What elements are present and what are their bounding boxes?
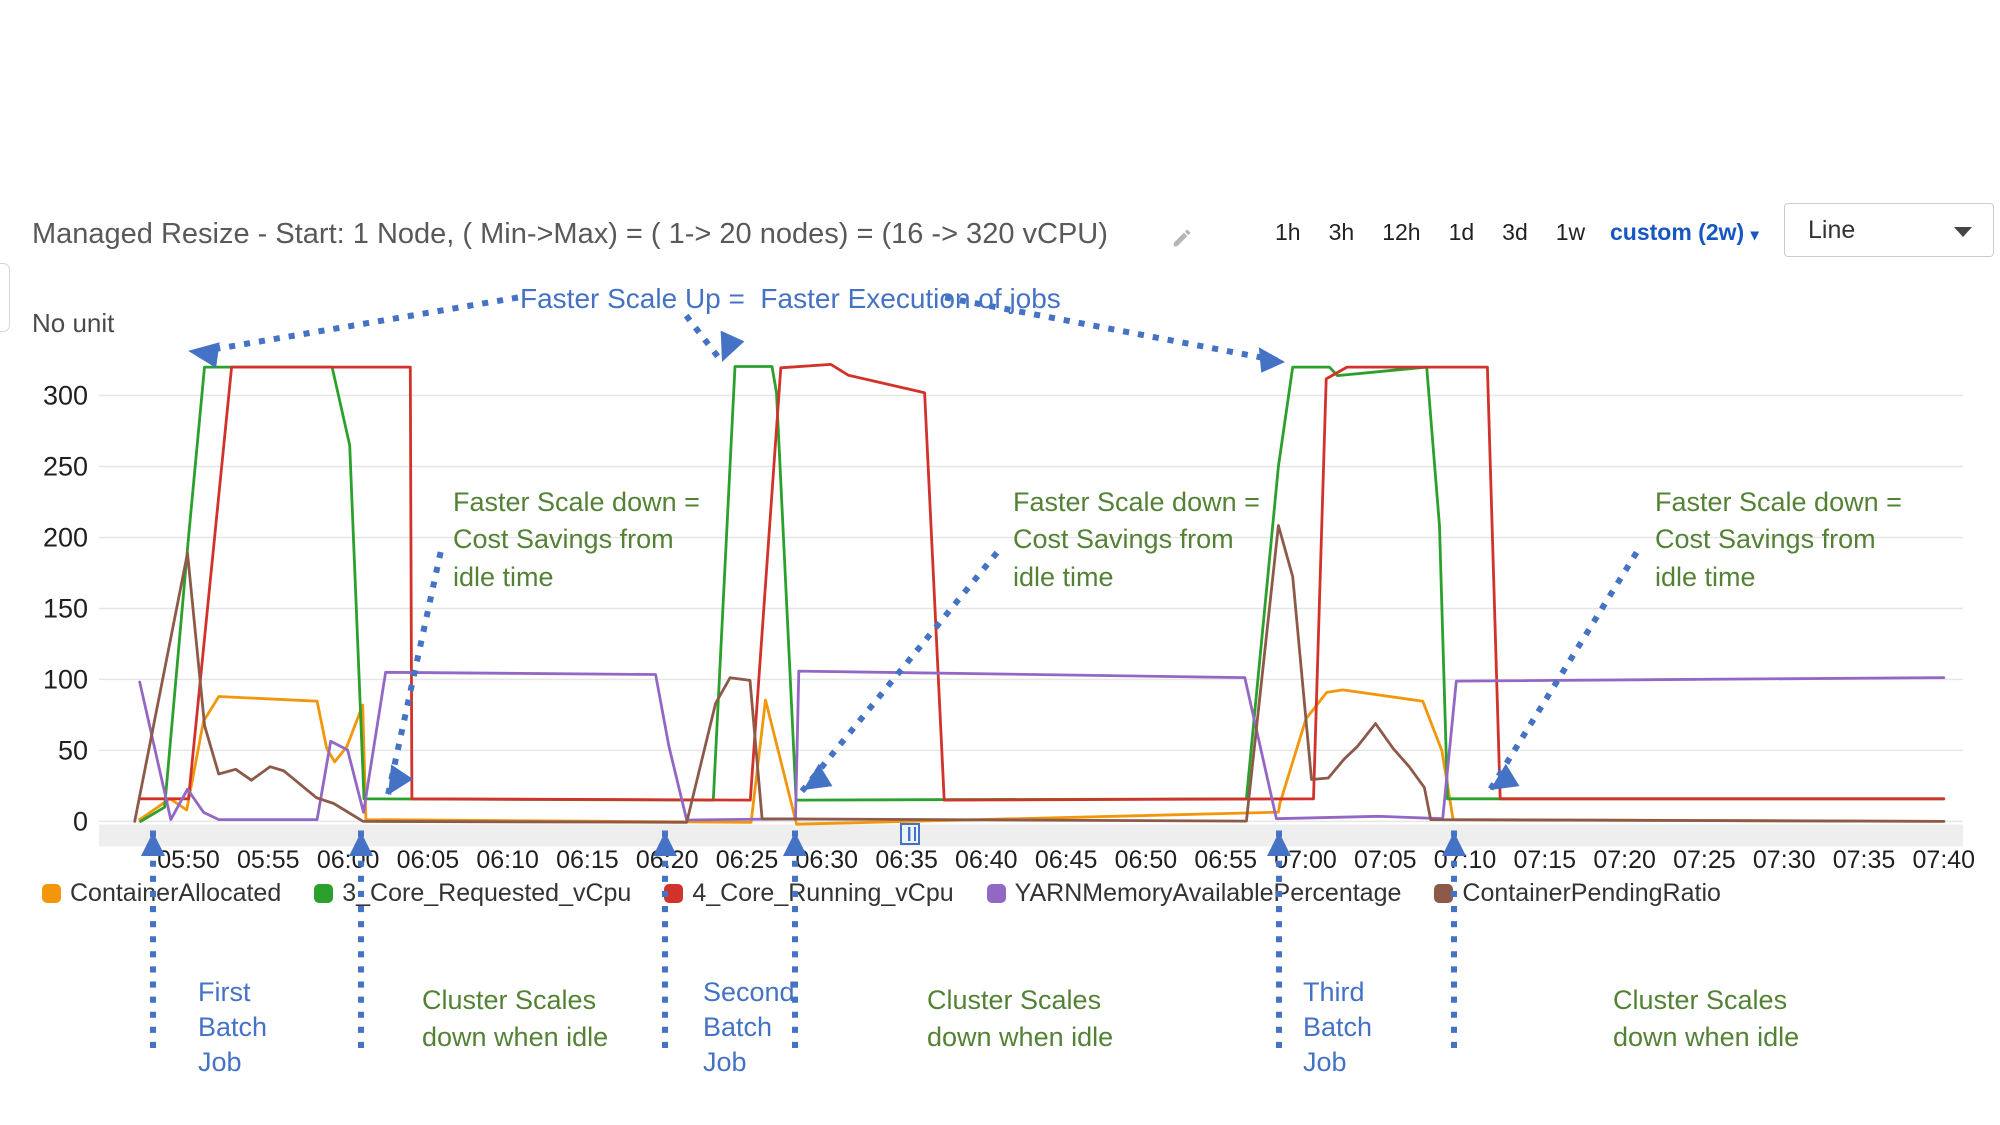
svg-text:300: 300 xyxy=(43,381,88,411)
svg-text:150: 150 xyxy=(43,594,88,624)
svg-text:100: 100 xyxy=(43,664,88,694)
svg-text:06:40: 06:40 xyxy=(955,846,1018,874)
svg-text:06:00: 06:00 xyxy=(317,846,380,874)
svg-text:05:55: 05:55 xyxy=(237,846,300,874)
svg-text:07:15: 07:15 xyxy=(1514,846,1577,874)
svg-text:No unit: No unit xyxy=(32,308,115,338)
svg-text:07:30: 07:30 xyxy=(1753,846,1816,874)
svg-text:05:50: 05:50 xyxy=(157,846,220,874)
svg-text:07:20: 07:20 xyxy=(1593,846,1656,874)
svg-text:250: 250 xyxy=(43,452,88,482)
svg-text:07:10: 07:10 xyxy=(1434,846,1497,874)
svg-text:06:15: 06:15 xyxy=(556,846,619,874)
svg-text:07:40: 07:40 xyxy=(1913,846,1976,874)
svg-text:06:30: 06:30 xyxy=(796,846,859,874)
svg-text:07:25: 07:25 xyxy=(1673,846,1736,874)
svg-text:06:35: 06:35 xyxy=(875,846,938,874)
svg-text:07:00: 07:00 xyxy=(1274,846,1337,874)
svg-text:06:10: 06:10 xyxy=(476,846,539,874)
svg-text:06:50: 06:50 xyxy=(1115,846,1178,874)
svg-text:0: 0 xyxy=(73,806,88,836)
svg-text:07:05: 07:05 xyxy=(1354,846,1417,874)
svg-text:07:35: 07:35 xyxy=(1833,846,1896,874)
svg-text:50: 50 xyxy=(58,735,88,765)
svg-text:06:25: 06:25 xyxy=(716,846,779,874)
svg-text:06:05: 06:05 xyxy=(397,846,460,874)
svg-text:06:55: 06:55 xyxy=(1194,846,1257,874)
svg-text:200: 200 xyxy=(43,523,88,553)
svg-text:06:20: 06:20 xyxy=(636,846,699,874)
svg-text:06:45: 06:45 xyxy=(1035,846,1098,874)
